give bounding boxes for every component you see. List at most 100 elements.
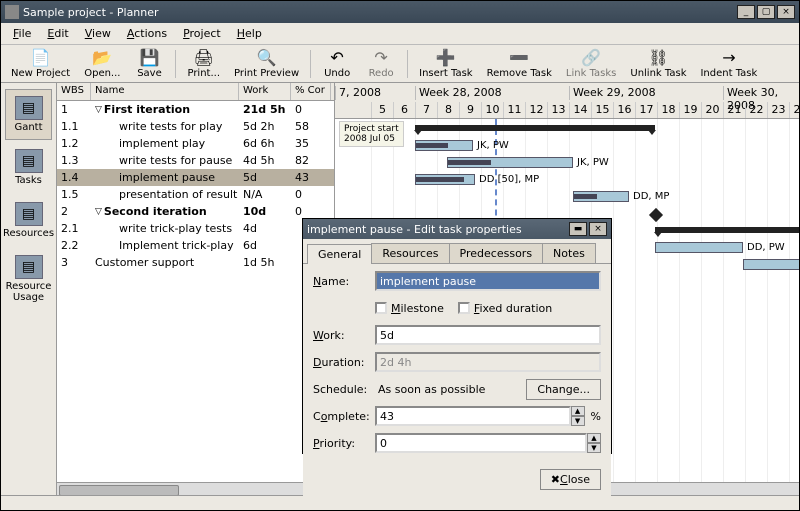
gantt-bar[interactable]: [415, 174, 475, 185]
priority-spinner[interactable]: ▲▼: [375, 433, 601, 453]
dialog-close-button[interactable]: ×: [589, 222, 607, 236]
complete-spinner[interactable]: ▲▼: [375, 406, 585, 426]
day-label: 18: [657, 102, 679, 118]
task-row[interactable]: 2.2Implement trick-play6d: [57, 237, 334, 254]
tool-undo[interactable]: ↶Undo: [316, 47, 358, 81]
undo-icon: ↶: [326, 49, 348, 67]
menu-edit[interactable]: Edit: [39, 25, 76, 42]
menu-actions[interactable]: Actions: [119, 25, 175, 42]
spin-down[interactable]: ▼: [587, 443, 601, 453]
tab-general[interactable]: General: [307, 244, 372, 264]
tool-insert-task[interactable]: ➕Insert Task: [413, 47, 478, 81]
tool-redo[interactable]: ↷Redo: [360, 47, 402, 81]
tool-indent-task[interactable]: →Indent Task: [694, 47, 763, 81]
tool-new-project[interactable]: 📄New Project: [5, 47, 76, 81]
week-label: Week 29, 2008: [569, 86, 656, 100]
task-row[interactable]: 1.2implement play6d 6h35: [57, 135, 334, 152]
day-label: 7: [415, 102, 437, 118]
expand-icon[interactable]: ▽: [95, 207, 102, 217]
percent-label: %: [591, 410, 601, 423]
col-name[interactable]: Name: [91, 83, 239, 100]
spin-up[interactable]: ▲: [587, 433, 601, 443]
col-cor[interactable]: % Cor: [291, 83, 331, 100]
tab-notes[interactable]: Notes: [542, 243, 596, 263]
gantt-summary-bar[interactable]: [415, 125, 655, 131]
sidebar-gantt[interactable]: ▤Gantt: [5, 89, 52, 140]
menu-view[interactable]: View: [77, 25, 119, 42]
maximize-button[interactable]: ▢: [757, 5, 775, 19]
day-label: 22: [745, 102, 767, 118]
fixed-duration-checkbox[interactable]: Fixed duration: [458, 302, 552, 315]
tab-resources[interactable]: Resources: [371, 243, 449, 263]
task-header: WBS Name Work % Cor: [57, 83, 334, 101]
tool-remove-task[interactable]: ➖Remove Task: [481, 47, 558, 81]
milestone-checkbox[interactable]: Milestone: [375, 302, 444, 315]
change-button[interactable]: Change...: [526, 379, 601, 400]
gantt-bar[interactable]: [743, 259, 799, 270]
gantt-header: 7, 2008Week 28, 2008Week 29, 2008Week 30…: [335, 83, 799, 119]
task-rows: 1▽ First iteration21d 5h01.1write tests …: [57, 101, 334, 482]
menu-file[interactable]: File: [5, 25, 39, 42]
tool-save[interactable]: 💾Save: [128, 47, 170, 81]
day-label: 21: [723, 102, 745, 118]
tool-open-[interactable]: 📂Open...: [78, 47, 126, 81]
gantt-summary-bar[interactable]: [655, 227, 799, 233]
dialog-titlebar[interactable]: implement pause - Edit task properties ▬…: [303, 219, 611, 239]
tool-print-preview[interactable]: 🔍Print Preview: [228, 47, 305, 81]
tool-unlink-task[interactable]: ⛓Unlink Task: [624, 47, 692, 81]
remove-task-icon: ➖: [508, 49, 530, 67]
unlink-task-icon: ⛓: [647, 49, 669, 67]
task-row[interactable]: 2.1write trick-play tests4d: [57, 220, 334, 237]
spin-down[interactable]: ▼: [571, 416, 585, 426]
day-label: 10: [481, 102, 503, 118]
link-tasks-icon: 🔗: [580, 49, 602, 67]
task-pane: WBS Name Work % Cor 1▽ First iteration21…: [57, 83, 335, 497]
gantt-bar[interactable]: [655, 242, 743, 253]
day-label: 13: [547, 102, 569, 118]
priority-input[interactable]: [375, 433, 587, 453]
tool-link-tasks[interactable]: 🔗Link Tasks: [560, 47, 622, 81]
day-label: 17: [635, 102, 657, 118]
print--icon: 🖨: [193, 49, 215, 67]
dialog-shade-button[interactable]: ▬: [569, 222, 587, 236]
task-row[interactable]: 3Customer support1d 5h: [57, 254, 334, 271]
titlebar[interactable]: Sample project - Planner _ ▢ ×: [1, 1, 799, 23]
gantt-bar[interactable]: [415, 140, 473, 151]
app-icon: [5, 5, 19, 19]
col-work[interactable]: Work: [239, 83, 291, 100]
close-button[interactable]: ×: [777, 5, 795, 19]
sidebar-icon: ▤: [15, 149, 43, 173]
task-row[interactable]: 1.1write tests for play5d 2h58: [57, 118, 334, 135]
tab-predecessors[interactable]: Predecessors: [449, 243, 544, 263]
task-row[interactable]: 1▽ First iteration21d 5h0: [57, 101, 334, 118]
complete-input[interactable]: [375, 406, 571, 426]
work-input[interactable]: [375, 325, 601, 345]
expand-icon[interactable]: ▽: [95, 105, 102, 115]
task-row[interactable]: 1.4implement pause5d43: [57, 169, 334, 186]
task-row[interactable]: 1.3write tests for pause4d 5h82: [57, 152, 334, 169]
schedule-value: As soon as possible: [375, 383, 518, 396]
sidebar-icon: ▤: [15, 202, 43, 226]
tool-print-[interactable]: 🖨Print...: [181, 47, 226, 81]
close-button[interactable]: ✖ Close: [540, 469, 601, 490]
minimize-button[interactable]: _: [737, 5, 755, 19]
open--icon: 📂: [91, 49, 113, 67]
sidebar-resource-usage[interactable]: ▤Resource Usage: [5, 248, 52, 310]
gantt-milestone[interactable]: [649, 208, 663, 222]
sidebar-resources[interactable]: ▤Resources: [5, 195, 52, 246]
redo-icon: ↷: [370, 49, 392, 67]
spin-up[interactable]: ▲: [571, 406, 585, 416]
new-project-icon: 📄: [30, 49, 52, 67]
sidebar-icon: ▤: [15, 255, 43, 279]
task-properties-dialog: implement pause - Edit task properties ▬…: [302, 218, 612, 454]
menu-project[interactable]: Project: [175, 25, 229, 42]
sidebar-tasks[interactable]: ▤Tasks: [5, 142, 52, 193]
task-row[interactable]: 1.5presentation of resultsN/A0: [57, 186, 334, 203]
gantt-bar[interactable]: [573, 191, 629, 202]
col-wbs[interactable]: WBS: [57, 83, 91, 100]
task-row[interactable]: 2▽ Second iteration10d0: [57, 203, 334, 220]
gantt-bar[interactable]: [447, 157, 573, 168]
name-input[interactable]: [375, 271, 601, 291]
menu-help[interactable]: Help: [229, 25, 270, 42]
day-label: 5: [371, 102, 393, 118]
